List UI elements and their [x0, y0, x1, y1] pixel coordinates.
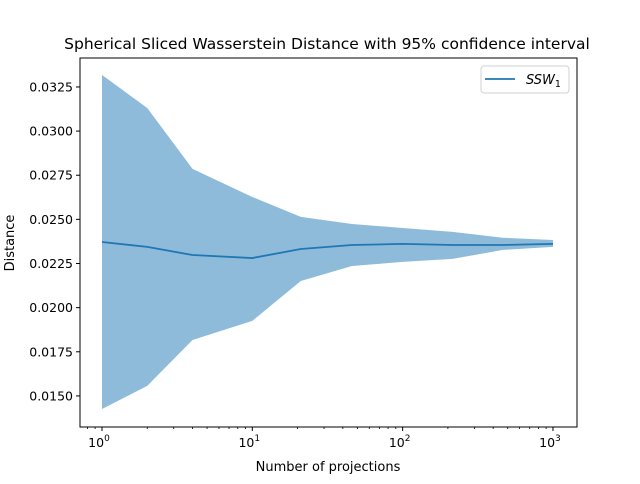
plot-area: [102, 75, 553, 409]
y-axis-label: Distance: [3, 215, 18, 272]
x-axis-label: Number of projections: [256, 460, 401, 475]
y-tick-label: 0.0225: [29, 256, 73, 271]
y-tick-label: 0.0300: [29, 124, 73, 139]
x-tick-label: 103: [539, 434, 561, 450]
legend: SSW1: [481, 66, 569, 93]
y-tick-label: 0.0175: [29, 344, 73, 359]
y-tick-label: 0.0275: [29, 168, 73, 183]
y-tick-label: 0.0200: [29, 300, 73, 315]
x-tick-label: 100: [88, 434, 110, 450]
y-tick-label: 0.0325: [29, 79, 73, 94]
y-axis: 0.0150 0.0175 0.0200 0.0225 0.0250 0.0275 0.03…: [29, 79, 80, 403]
y-tick-label: 0.0150: [29, 388, 73, 403]
chart-title: Spherical Sliced Wasserstein Distance wi…: [64, 35, 590, 53]
y-tick-label: 0.0250: [29, 212, 73, 227]
x-tick-label: 102: [389, 434, 411, 450]
x-tick-label: 101: [238, 434, 260, 450]
confidence-band: [102, 75, 553, 409]
x-axis: 100 101 102 103: [87, 427, 560, 450]
